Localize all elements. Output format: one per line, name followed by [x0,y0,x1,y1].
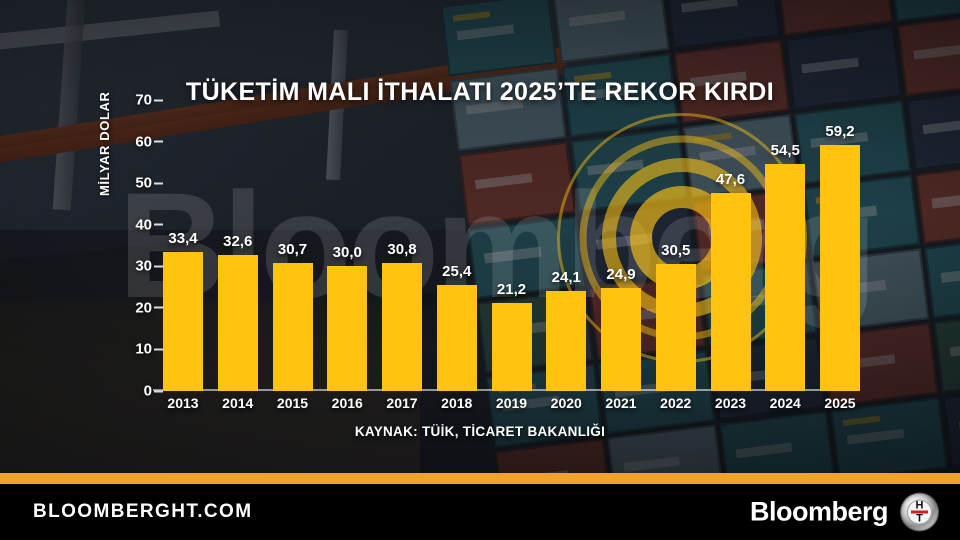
bar-group[interactable]: 30,0 [327,100,368,391]
y-axis-tick: 10 [93,341,163,358]
x-axis-tick-label: 2021 [605,395,637,411]
bar[interactable] [765,164,806,391]
bar-value-label: 30,5 [661,242,691,260]
bar-value-label: 30,7 [277,241,308,259]
bar[interactable] [163,252,203,391]
bar-group[interactable]: 30,7 [272,100,313,391]
x-axis-tick-label: 2024 [769,395,801,411]
bar-value-label: 47,6 [715,171,746,189]
bar[interactable] [601,287,641,391]
x-axis-tick-label: 2019 [495,395,528,411]
x-axis-tick-label: 2018 [441,395,473,411]
bar[interactable] [710,193,751,391]
bar[interactable] [546,290,587,391]
bar-value-label: 24,1 [551,268,581,286]
plot-area: 70 60 50 40 30 20 10 0 33,4 32,6 30,7 30,0 30,8 25,4… [135,92,860,400]
bar-group[interactable]: 30,8 [382,100,422,391]
bar-value-label: 24,9 [606,265,636,283]
website-url: BLOOMBERGHT.COM [33,501,253,522]
ht-logo-icon: H T [901,493,938,531]
y-axis-tick: 70 [93,92,163,109]
bar[interactable] [436,285,477,391]
bar-group[interactable]: 24,9 [601,100,641,391]
x-axis-tick-label: 2016 [331,395,363,411]
bar-group[interactable]: 47,6 [710,100,751,391]
bar[interactable] [655,264,696,391]
bar-chart: TÜKETİM MALI İTHALATI 2025’TE REKOR KIRD… [97,78,860,439]
bar[interactable] [820,144,860,391]
x-axis-tick-label: 2023 [714,395,747,411]
bar[interactable] [272,263,313,391]
bar-group[interactable]: 33,4 [163,100,203,391]
bar-series: 33,4 32,6 30,7 30,0 30,8 25,4 21,2 24,1 24,9 30,5… [163,100,860,391]
bar-value-label: 33,4 [168,230,198,248]
x-axis-ticks: 2013 2014 2015 2016 2017 2018 2019 2020 2021 2022… [163,395,860,417]
brand-name: Bloomberg [749,496,889,527]
footer-accent-stripe [0,473,960,484]
bar-group[interactable]: 21,2 [491,100,532,391]
x-axis-tick-label: 2013 [167,395,199,411]
bar-group[interactable]: 54,5 [765,100,806,391]
ht-logo-bottom-letter: T [916,512,923,525]
y-axis-tick: 30 [93,258,163,275]
x-axis-tick-label: 2025 [824,395,856,411]
bar[interactable] [217,255,258,391]
bar-value-label: 30,0 [332,244,362,262]
y-axis-tick: 20 [93,299,163,316]
bar-group[interactable]: 30,5 [655,100,696,391]
bar-value-label: 21,2 [496,280,527,298]
y-axis-tick: 60 [93,133,163,150]
x-axis-tick-label: 2015 [276,395,309,411]
bar-value-label: 30,8 [387,240,417,258]
ht-logo-top-letter: H [915,499,924,512]
y-axis-tick: 0 [93,383,163,400]
bar-value-label: 25,4 [442,263,472,281]
brand-lockup: Bloomberg H T [749,493,938,531]
ht-logo-divider [911,510,928,514]
chart-source: KAYNAK: TÜİK, TİCARET BAKANLIĞI [354,424,606,439]
bar-group[interactable]: 25,4 [436,100,477,391]
x-axis-tick-label: 2014 [222,395,254,411]
x-axis-tick-label: 2020 [550,395,582,411]
bar[interactable] [327,266,368,391]
bar-value-label: 54,5 [770,142,800,160]
y-axis-tick: 40 [93,216,163,233]
bar-group[interactable]: 59,2 [820,100,860,391]
bar-value-label: 59,2 [825,122,855,140]
y-axis-tick: 50 [93,175,163,192]
bar-group[interactable]: 24,1 [546,100,587,391]
background-photo [0,0,960,473]
bar-group[interactable]: 32,6 [217,100,258,391]
footer-bar: BLOOMBERGHT.COM Bloomberg H T [0,484,960,540]
chart-title: TÜKETİM MALI İTHALATI 2025’TE REKOR KIRD… [185,78,775,106]
bar-value-label: 32,6 [223,233,253,251]
bar[interactable] [491,302,532,391]
bar[interactable] [382,262,422,391]
x-axis-tick-label: 2022 [660,395,692,411]
x-axis-tick-label: 2017 [386,395,418,411]
